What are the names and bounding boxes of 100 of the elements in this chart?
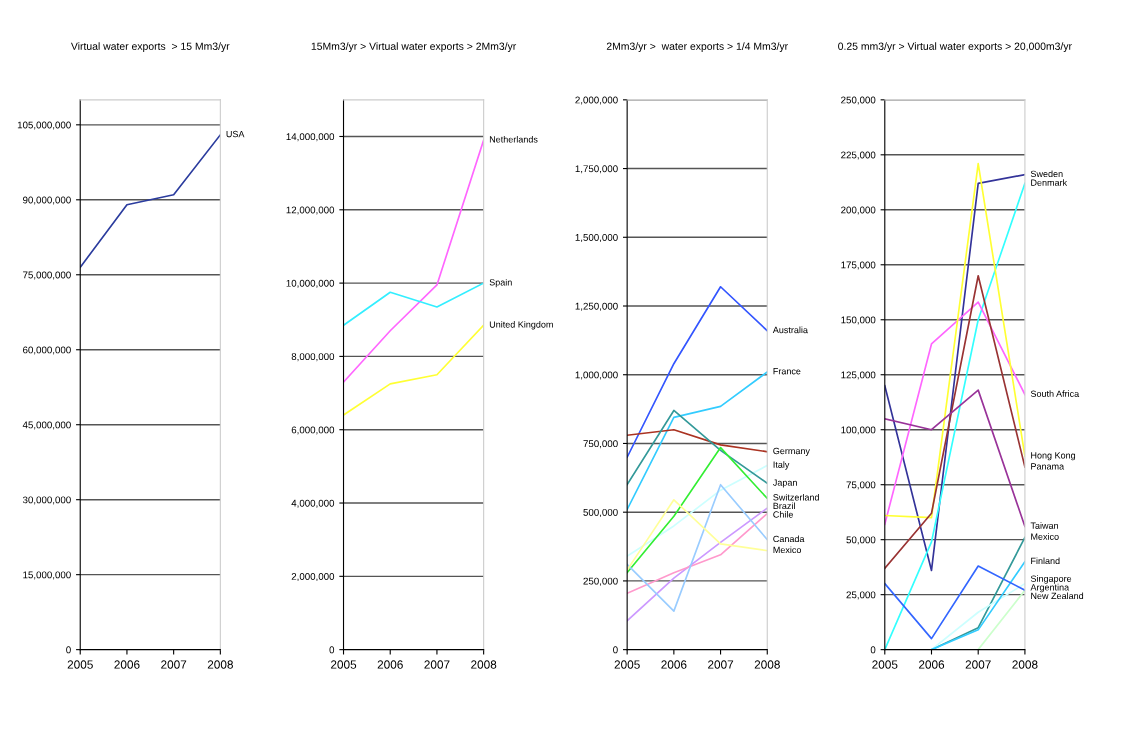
- y-tick-label: 175,000: [841, 261, 876, 270]
- series-label: Panama: [1031, 463, 1065, 470]
- x-tick-label: 2008: [207, 660, 233, 669]
- line-series: [627, 498, 768, 571]
- y-tick-label: 8,000,000: [291, 353, 335, 362]
- series-label: Singapore: [1030, 575, 1072, 584]
- line-series: [627, 285, 768, 459]
- line-series: [884, 162, 1025, 519]
- series-label: Canada: [773, 535, 805, 543]
- y-tick-label: 200,000: [841, 206, 876, 215]
- y-tick-label: 225,000: [841, 151, 876, 160]
- y-tick-label: 250,000: [583, 577, 618, 586]
- series-label: Australia: [772, 326, 808, 334]
- y-tick-label: 1,750,000: [575, 165, 618, 174]
- series-label: Finland: [1031, 557, 1060, 565]
- line-series: [627, 507, 768, 622]
- x-tick-label: 2005: [872, 660, 898, 669]
- x-tick-label: 2006: [114, 660, 140, 669]
- line-series: [627, 446, 768, 574]
- line-series: [884, 389, 1025, 528]
- series-label: Brazil: [773, 502, 795, 510]
- y-tick-label: 75,000,000: [23, 271, 71, 280]
- series-label: Denmark: [1031, 179, 1068, 186]
- y-tick-label: 60,000,000: [23, 346, 71, 355]
- series-label: Japan: [772, 479, 797, 488]
- x-tick-label: 2006: [918, 660, 945, 669]
- series-label: Hong Kong: [1031, 452, 1076, 461]
- x-tick-label: 2008: [754, 660, 780, 669]
- x-tick-label: 2008: [1012, 660, 1038, 669]
- series-label: Germany: [773, 447, 810, 456]
- y-tick-label: 2,000,000: [291, 573, 335, 582]
- y-tick-label: 150,000: [841, 316, 876, 325]
- line-series: [884, 182, 1025, 650]
- y-tick-label: 14,000,000: [286, 133, 335, 142]
- series-label: USA: [226, 130, 245, 138]
- y-tick-label: 6,000,000: [291, 426, 335, 435]
- x-tick-label: 2007: [424, 660, 450, 669]
- x-tick-label: 2006: [377, 660, 403, 669]
- line-series: [627, 428, 768, 453]
- series-label: South Africa: [1030, 390, 1080, 397]
- series-label: Italy: [773, 461, 790, 470]
- series-label: Mexico: [773, 546, 802, 554]
- chart-title: 15Mm3/yr > Virtual water exports > 2Mm3/yr: [311, 42, 517, 52]
- line-series: [343, 282, 484, 327]
- series-label: United Kingdom: [489, 321, 553, 330]
- line-series: [627, 512, 768, 595]
- y-tick-label: 1,000,000: [575, 371, 618, 380]
- y-tick-label: 250,000: [841, 96, 876, 105]
- x-tick-label: 2007: [965, 660, 991, 669]
- line-series: [627, 371, 768, 511]
- chart-title: 0.25 mm3/yr > Virtual water exports > 20,000m3/yr: [838, 42, 1072, 52]
- y-tick-label: 125,000: [841, 371, 876, 380]
- line-series: [884, 565, 1025, 640]
- series-label: Argentina: [1030, 583, 1070, 593]
- chart-title: 2Mm3/yr > water exports > 1/4 Mm3/yr: [606, 42, 788, 52]
- line-series: [627, 409, 768, 486]
- line-series: [884, 301, 1025, 526]
- y-tick-label: 4,000,000: [291, 499, 335, 508]
- series-label: Netherlands: [489, 135, 538, 143]
- series-label: Chile: [773, 511, 793, 518]
- x-tick-label: 2008: [471, 660, 497, 669]
- line-series: [627, 464, 768, 558]
- series-label: Taiwan: [1030, 522, 1058, 529]
- y-tick-label: 2,000,000: [575, 96, 618, 105]
- series-label: Sweden: [1030, 170, 1063, 178]
- series-label: Spain: [489, 278, 512, 288]
- line-series: [884, 173, 1025, 572]
- y-tick-label: 1,500,000: [575, 234, 618, 243]
- y-tick-label: 30,000,000: [22, 496, 71, 505]
- y-tick-label: 750,000: [583, 440, 618, 449]
- y-tick-label: 50,000: [846, 536, 876, 545]
- y-tick-label: 0: [329, 646, 335, 654]
- x-tick-label: 2007: [161, 660, 187, 669]
- x-tick-label: 2005: [67, 660, 93, 669]
- x-tick-label: 2007: [708, 660, 734, 669]
- y-tick-label: 0: [870, 646, 876, 654]
- chart-title: Virtual water exports > 15 Mm3/yr: [70, 42, 230, 52]
- series-label: Mexico: [1031, 533, 1059, 540]
- y-tick-label: 25,000: [846, 591, 876, 600]
- y-tick-label: 12,000,000: [286, 206, 335, 215]
- line-series: [343, 139, 484, 383]
- line-series: [627, 483, 768, 612]
- line-series: [343, 324, 484, 416]
- y-tick-label: 500,000: [583, 508, 618, 517]
- y-tick-label: 90,000,000: [23, 196, 71, 205]
- series-label: France: [773, 368, 801, 375]
- y-tick-label: 105,000,000: [17, 121, 71, 130]
- y-tick-label: 75,000: [846, 481, 876, 490]
- y-tick-label: 1,250,000: [575, 302, 618, 311]
- y-tick-label: 15,000,000: [23, 571, 71, 580]
- line-series: [884, 274, 1025, 570]
- line-series: [80, 133, 221, 269]
- x-tick-label: 2006: [661, 660, 687, 669]
- series-label: New Zealand: [1031, 592, 1084, 600]
- y-tick-label: 10,000,000: [286, 279, 335, 288]
- y-tick-label: 100,000: [841, 426, 876, 435]
- x-tick-label: 2005: [614, 660, 640, 669]
- y-tick-label: 0: [613, 646, 618, 654]
- y-tick-label: 0: [66, 646, 71, 654]
- x-tick-label: 2005: [330, 660, 357, 669]
